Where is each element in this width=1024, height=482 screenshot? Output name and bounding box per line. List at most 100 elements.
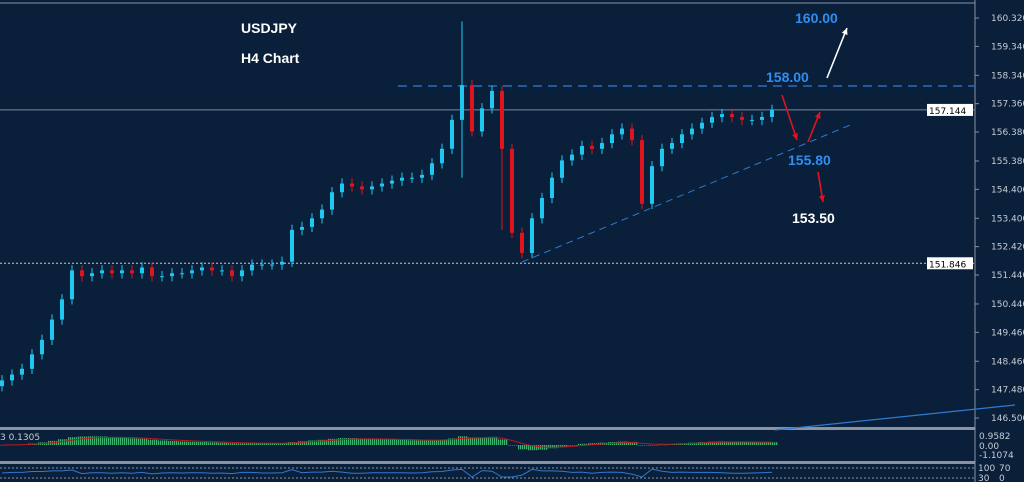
macd-bar — [712, 441, 714, 445]
macd-bar — [468, 437, 470, 445]
macd-bar — [502, 439, 504, 445]
macd-bar — [226, 442, 228, 445]
macd-bar — [552, 445, 554, 449]
candle-body — [670, 143, 674, 149]
macd-bar — [378, 439, 380, 445]
candle-body — [610, 134, 614, 144]
macd-bar — [592, 443, 594, 445]
macd-bar — [568, 445, 570, 446]
macd-bar — [696, 442, 698, 445]
price-label: 157.144 — [929, 107, 966, 117]
macd-bar — [262, 443, 264, 445]
macd-bar — [196, 441, 198, 445]
macd-bar — [224, 442, 226, 445]
macd-bar — [202, 442, 204, 445]
macd-bar — [168, 441, 170, 445]
candle-body — [70, 270, 74, 300]
macd-bar — [386, 439, 388, 445]
annotation-153-50: 153.50 — [792, 210, 835, 226]
osc-tick-label: 100 — [978, 464, 995, 474]
y-tick-label: 155.380 — [991, 157, 1024, 167]
candle-body — [80, 270, 84, 277]
macd-bar — [490, 436, 492, 445]
candle-body — [430, 163, 434, 175]
macd-bar — [718, 441, 720, 445]
macd-bar — [112, 436, 114, 445]
macd-bar — [84, 436, 86, 445]
macd-bar — [522, 445, 524, 450]
macd-bar — [714, 441, 716, 445]
macd-bar — [306, 441, 308, 445]
macd-bar — [372, 438, 374, 445]
macd-bar — [664, 444, 666, 446]
macd-bar — [252, 443, 254, 445]
macd-label: 3 0.1305 — [0, 433, 40, 443]
candle-body — [110, 270, 114, 274]
macd-bar — [342, 438, 344, 445]
macd-bar — [748, 442, 750, 445]
macd-bar — [516, 445, 518, 446]
macd-tick-label: 0.00 — [979, 442, 999, 452]
arrow-head — [841, 28, 848, 35]
candle-body — [240, 270, 244, 277]
macd-bar — [160, 440, 162, 445]
macd-bar — [256, 443, 258, 445]
macd-bar — [72, 437, 74, 445]
y-tick-label: 160.320 — [991, 14, 1024, 24]
macd-bar — [634, 441, 636, 445]
macd-bar — [504, 439, 506, 445]
macd-bar — [518, 445, 520, 450]
macd-bar — [300, 441, 302, 445]
macd-bar — [402, 439, 404, 445]
macd-bar — [724, 441, 726, 445]
chart-timeframe: H4 Chart — [241, 50, 300, 66]
candle-body — [330, 192, 334, 210]
y-tick-label: 149.460 — [991, 328, 1024, 338]
macd-bar — [652, 445, 654, 446]
macd-bar — [310, 440, 312, 445]
osc-tick-label: 70 — [999, 464, 1011, 474]
y-tick-label: 159.340 — [991, 42, 1024, 52]
candle-body — [510, 148, 514, 233]
candle-body — [750, 119, 754, 121]
y-tick-label: 147.480 — [991, 386, 1024, 396]
macd-bar — [764, 442, 766, 445]
candle-body — [540, 198, 544, 219]
macd-bar — [182, 441, 184, 445]
macd-bar — [248, 443, 250, 445]
macd-bar — [388, 439, 390, 445]
macd-bar — [184, 441, 186, 445]
osc-tick-label: 30 — [978, 474, 990, 482]
macd-bar — [434, 440, 436, 445]
candle-body — [470, 85, 474, 132]
candle-body — [600, 143, 604, 149]
macd-bar — [282, 443, 284, 445]
macd-bar — [500, 439, 502, 445]
macd-bar — [512, 445, 514, 446]
macd-bar — [132, 438, 134, 445]
candle-body — [100, 270, 104, 274]
macd-bar — [332, 438, 334, 445]
candle-body — [350, 183, 354, 187]
macd-bar — [556, 445, 558, 449]
macd-bar — [422, 440, 424, 445]
macd-bar — [474, 437, 476, 445]
macd-bar — [758, 442, 760, 445]
arrow-down-red — [781, 94, 798, 141]
macd-bar — [658, 444, 660, 446]
macd-bar — [370, 438, 372, 445]
macd-bar — [108, 436, 110, 445]
macd-bar — [304, 441, 306, 445]
macd-bar — [574, 445, 576, 446]
candle-body — [130, 270, 134, 274]
macd-bar — [164, 440, 166, 445]
candle-body — [440, 148, 444, 164]
annotation-158-00: 158.00 — [766, 69, 809, 85]
macd-bar — [584, 443, 586, 445]
macd-bar — [520, 445, 522, 450]
macd-bar — [462, 436, 464, 445]
candle-body — [570, 154, 574, 161]
macd-bar — [264, 443, 266, 445]
macd-bar — [308, 440, 310, 445]
macd-bar — [636, 441, 638, 445]
